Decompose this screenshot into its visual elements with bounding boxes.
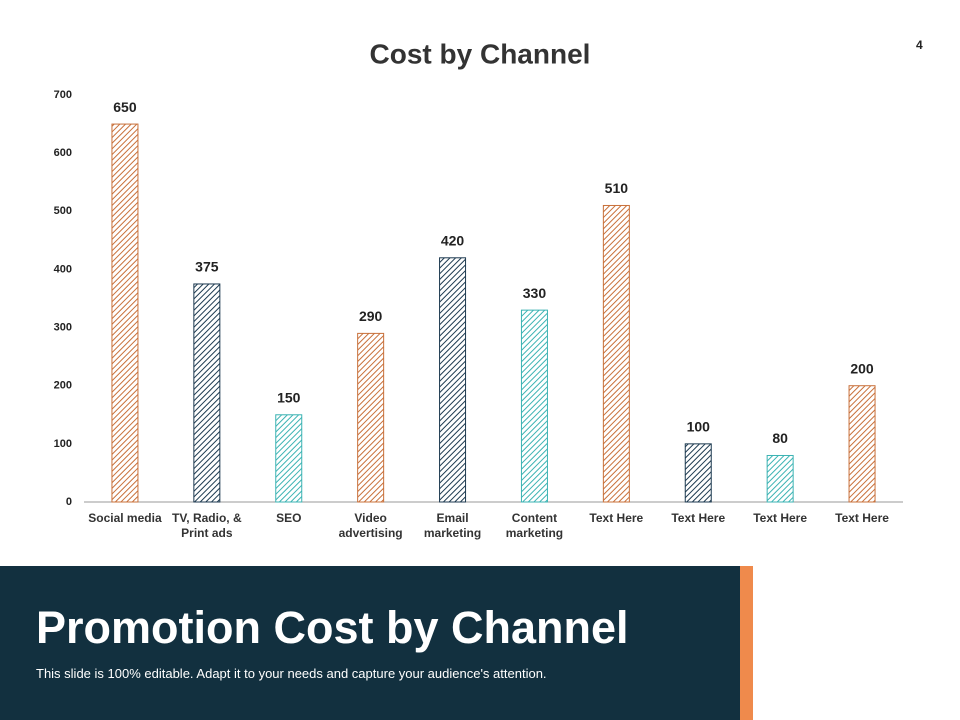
y-tick-label: 300 [54, 321, 72, 333]
y-tick-label: 700 [54, 89, 72, 101]
x-tick-label: Text Here [835, 511, 889, 525]
y-tick-label: 400 [54, 263, 72, 275]
value-label: 150 [277, 389, 301, 405]
bar [357, 332, 385, 503]
bar [439, 257, 467, 503]
bar [848, 385, 876, 503]
value-label: 290 [359, 308, 383, 324]
x-tick-label: TV, Radio, & Print ads [172, 511, 242, 540]
bar [111, 123, 139, 503]
value-label: 200 [850, 360, 874, 376]
y-tick-label: 0 [66, 496, 72, 508]
page-number: 4 [916, 38, 923, 52]
bar [684, 443, 712, 503]
value-label: 420 [441, 233, 465, 249]
bar [602, 204, 630, 503]
chart-title: Cost by Channel [370, 38, 591, 69]
bar [766, 454, 794, 503]
footer-panel [0, 566, 740, 720]
value-label: 650 [113, 99, 137, 115]
x-tick-label: Video advertising [338, 511, 403, 540]
accent-strip [740, 566, 753, 720]
value-label: 510 [605, 180, 629, 196]
slide-subtitle: This slide is 100% editable. Adapt it to… [36, 666, 547, 681]
slide-title: Promotion Cost by Channel [36, 602, 629, 653]
x-tick-label: Social media [88, 511, 162, 525]
y-tick-label: 100 [54, 438, 72, 450]
x-tick-label: Text Here [589, 511, 644, 525]
value-label: 100 [687, 419, 711, 435]
value-label: 375 [195, 259, 219, 275]
x-tick-label: SEO [276, 511, 302, 525]
value-label: 80 [772, 430, 788, 446]
value-label: 330 [523, 285, 547, 301]
bar [275, 414, 303, 503]
x-tick-label: Text Here [671, 511, 726, 525]
bar [193, 283, 221, 503]
y-tick-label: 500 [54, 205, 72, 217]
y-tick-label: 600 [54, 147, 72, 159]
bar [520, 309, 548, 503]
x-tick-label: Content marketing [505, 511, 564, 540]
chart: Cost by Channel 0 100 200 300 400 500 600 700 65… [54, 38, 903, 508]
x-tick-label: Email marketing [423, 511, 482, 540]
y-tick-label: 200 [54, 380, 72, 392]
x-tick-label: Text Here [753, 511, 808, 525]
